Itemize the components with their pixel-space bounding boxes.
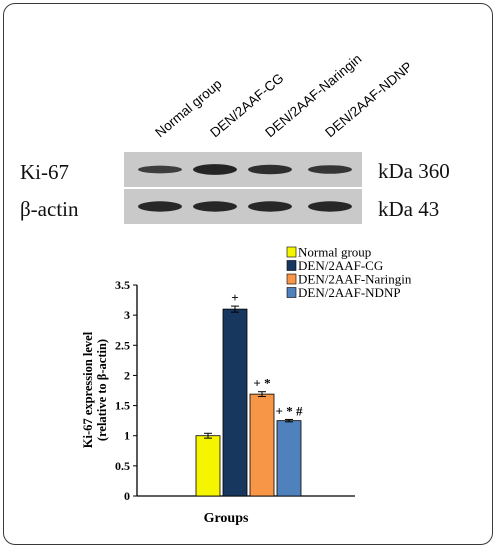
blot-band (193, 164, 237, 175)
actin-kda-label: kDa 43 (378, 197, 439, 221)
legend-label: Normal group (298, 245, 371, 260)
y-axis-title-line-1: Ki-67 expression level (81, 331, 95, 448)
y-tick-label: 2.5 (115, 338, 130, 352)
ki67-kda-label: kDa 360 (378, 159, 450, 183)
y-tick-label: 1.5 (115, 399, 130, 413)
legend-label: DEN/2AAF-CG (298, 258, 383, 273)
blot-band (193, 201, 237, 212)
bar (276, 420, 302, 497)
legend-label: DEN/2AAF-Naringin (298, 272, 412, 287)
legend-swatch (286, 260, 297, 271)
blot-lane-labels: Normal groupDEN/2AAF-CGDEN/2AAF-Naringin… (152, 51, 415, 140)
actin-row-label: β-actin (20, 197, 79, 221)
legend-swatch (286, 273, 297, 285)
y-tick-label: 0 (124, 489, 130, 503)
y-tick-label: 3.5 (115, 278, 130, 292)
blot-band (308, 201, 352, 212)
bar (222, 308, 248, 497)
blot-band (138, 201, 182, 212)
legend-swatch (286, 287, 297, 298)
figure-frame (3, 3, 493, 545)
legend-label: DEN/2AAF-NDNP (298, 285, 401, 300)
significance-label: + (231, 290, 238, 305)
y-tick-label: 1 (124, 429, 130, 443)
y-tick-label: 3 (124, 308, 130, 322)
y-axis-ticks: 0 0.5 1 1.5 2 2.5 3 3.5 (115, 278, 137, 503)
blot-band (308, 165, 352, 174)
y-tick-label: 2 (124, 368, 130, 382)
blot-band (138, 165, 182, 174)
x-axis-title: Groups (204, 511, 249, 526)
significance-label: + * (253, 376, 270, 391)
bar-chart: 0 0.5 1 1.5 2 2.5 3 3.5 + + * + * # Ki-67 express… (81, 245, 412, 527)
y-axis-title-line-2: (relative to β-actin) (95, 339, 109, 441)
legend: Normal groupDEN/2AAF-CGDEN/2AAF-Naringin… (286, 245, 412, 300)
bar (195, 435, 221, 497)
ki67-row-label: Ki-67 (20, 160, 69, 184)
legend-swatch (286, 246, 297, 258)
blot-bands (138, 164, 352, 212)
western-blot-panel: Normal groupDEN/2AAF-CGDEN/2AAF-Naringin… (20, 51, 450, 224)
lane-label: DEN/2AAF-Naringin (262, 51, 364, 140)
bars: + + * + * # (195, 290, 303, 497)
blot-band (248, 164, 292, 175)
bar (249, 393, 275, 497)
y-tick-label: 0.5 (115, 459, 130, 473)
blot-band (248, 201, 292, 212)
significance-label: + * # (276, 403, 303, 418)
